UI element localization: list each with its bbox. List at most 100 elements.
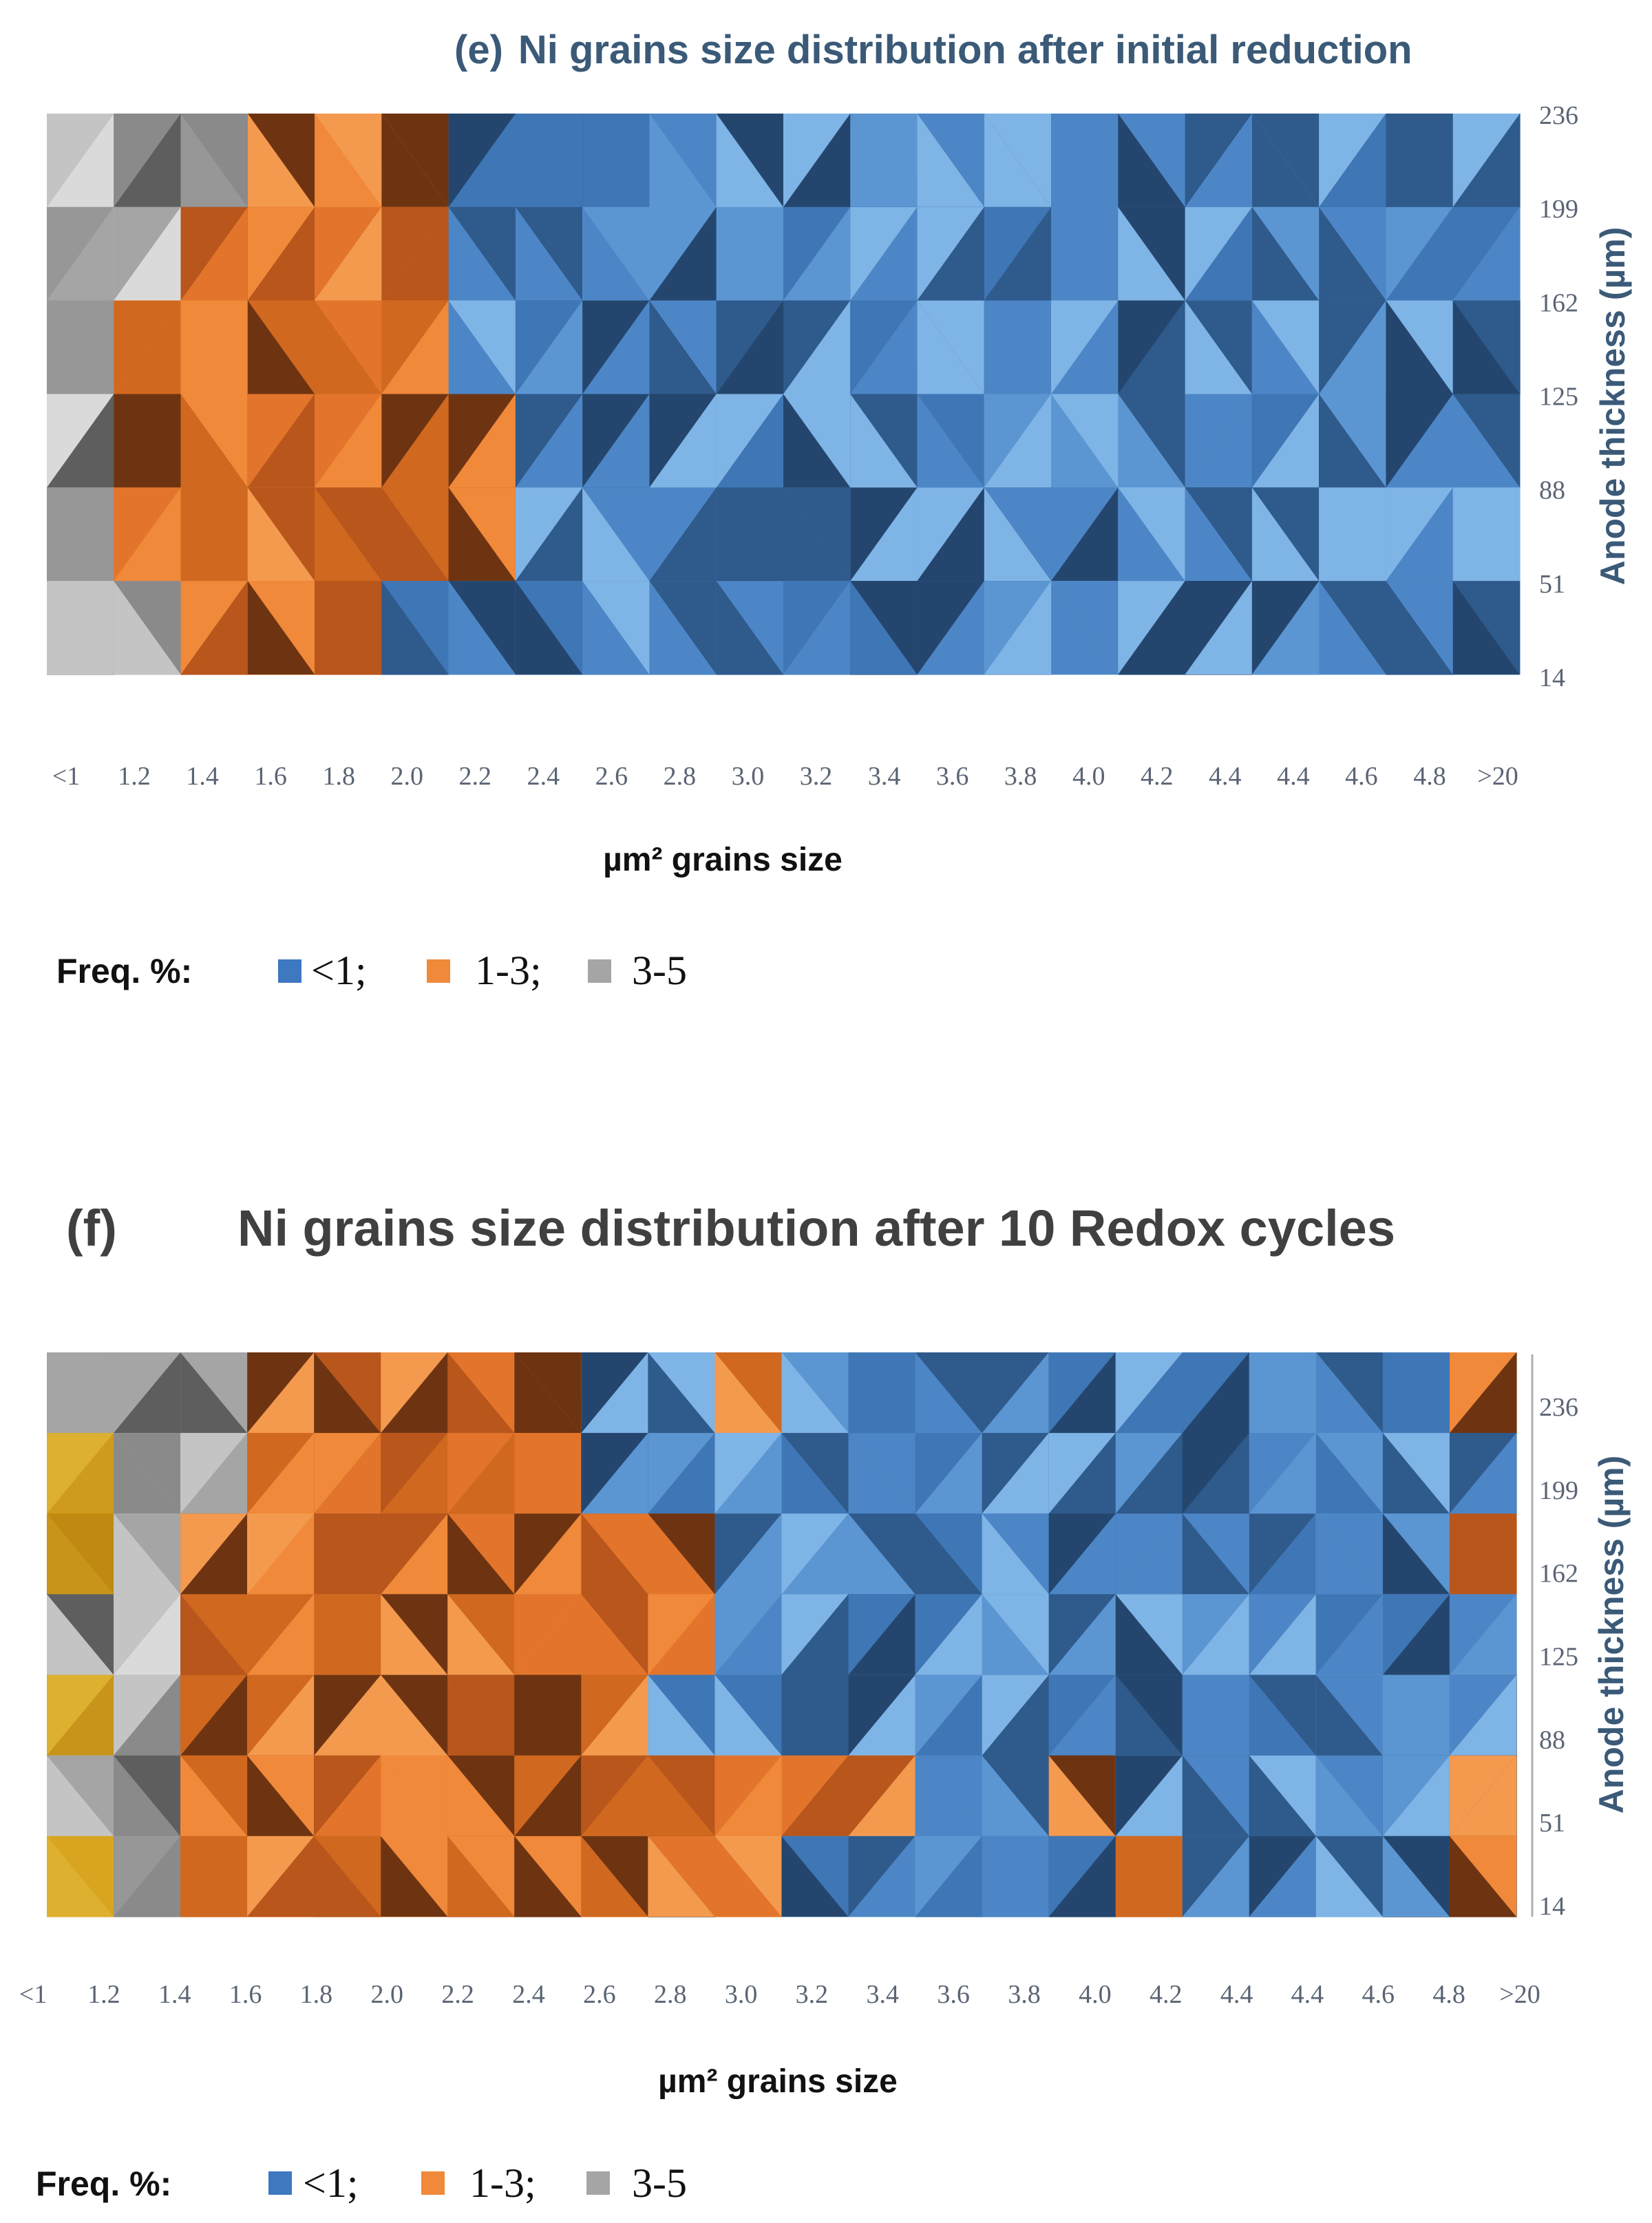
panel-f-cell <box>915 1836 983 1917</box>
panel-e-cell <box>515 300 583 395</box>
panel-f-cell-facet <box>1382 1594 1450 1675</box>
panel-e-cell-facet <box>1185 114 1252 207</box>
panel-f-cell-facet <box>1449 1674 1516 1756</box>
panel-e-cell <box>1319 487 1387 582</box>
panel-f-cell <box>1182 1755 1250 1837</box>
panel-f-cell-facet <box>1382 1594 1450 1675</box>
panel-f-cell <box>1382 1513 1450 1595</box>
panel-e-x-tick: 3.0 <box>732 762 765 791</box>
panel-e-cell-facet <box>716 300 783 394</box>
panel-f-cell-facet <box>1048 1836 1116 1917</box>
panel-e-cell-facet <box>1051 487 1119 582</box>
panel-f-cell <box>648 1513 716 1595</box>
panel-f-cell <box>447 1433 515 1514</box>
panel-f-cell-facet <box>714 1836 782 1917</box>
panel-f-cell <box>47 1352 114 1434</box>
panel-f-cell-facet <box>47 1513 114 1595</box>
panel-f-cell-facet <box>581 1674 648 1756</box>
panel-f-cell-facet <box>848 1352 915 1434</box>
panel-e-cell <box>1185 300 1253 395</box>
panel-f-cell <box>1182 1433 1250 1514</box>
panel-f-cell <box>1315 1352 1384 1434</box>
panel-f-cell <box>1449 1755 1517 1837</box>
panel-f-cell <box>47 1674 114 1756</box>
panel-e-cell-facet <box>315 300 382 394</box>
panel-f-cell-facet <box>247 1836 315 1917</box>
panel-e-cell <box>1319 394 1387 488</box>
panel-f-cell <box>848 1674 916 1756</box>
panel-f-x-tick: 1.2 <box>87 1980 120 2009</box>
panel-e-cell-facet <box>716 487 783 582</box>
panel-e-cell-facet <box>649 300 717 394</box>
panel-f-cell-facet <box>247 1433 315 1514</box>
panel-f-cell-facet <box>1182 1674 1249 1756</box>
panel-e-cell-facet <box>315 487 382 582</box>
panel-f-cell-facet <box>581 1836 648 1917</box>
panel-f-cell-facet <box>1182 1755 1249 1836</box>
panel-f-x-tick: 4.0 <box>1079 1980 1112 2009</box>
panel-e-cell <box>114 114 182 208</box>
panel-f-cell <box>247 1674 315 1756</box>
panel-f-cell-facet <box>1449 1433 1516 1514</box>
panel-f-cell <box>982 1836 1050 1917</box>
panel-f-cell <box>982 1674 1050 1756</box>
panel-e-cell <box>1319 114 1387 208</box>
panel-f-cell <box>1115 1836 1183 1917</box>
panel-f-cell-facet <box>314 1513 381 1595</box>
panel-e-cell <box>247 394 315 488</box>
panel-e-cell-facet <box>315 487 382 582</box>
panel-e-cell-facet <box>1452 581 1520 674</box>
panel-f-cell-facet <box>714 1755 782 1836</box>
panel-e-cell-facet <box>247 581 315 674</box>
panel-f-cell-facet <box>1182 1836 1249 1917</box>
panel-f-cell <box>180 1755 248 1837</box>
panel-e-cell-facet <box>180 487 248 582</box>
panel-f-cell <box>1115 1594 1183 1676</box>
panel-e-cell-facet <box>515 394 583 488</box>
panel-f-cell-facet <box>47 1755 114 1836</box>
panel-e-cell-facet <box>850 581 918 674</box>
panel-e-cell-facet <box>1118 300 1185 394</box>
panel-f-cell-facet <box>1382 1513 1450 1595</box>
panel-e-cell <box>984 300 1052 395</box>
panel-e-cell-facet <box>315 206 382 301</box>
panel-e-cell-facet <box>47 581 114 674</box>
panel-e-cell <box>716 206 784 301</box>
panel-f-x-tick: 4.4 <box>1220 1980 1253 2009</box>
panel-e-cell <box>850 300 918 395</box>
panel-e-cell <box>114 487 182 582</box>
panel-f-cell-facet <box>1249 1836 1316 1917</box>
panel-f-cell-facet <box>1382 1433 1450 1514</box>
panel-f-cell <box>1315 1513 1384 1595</box>
panel-f-cell-facet <box>247 1755 315 1836</box>
panel-f-cell <box>1048 1513 1116 1595</box>
panel-f-cell <box>447 1594 515 1676</box>
panel-e-cell-facet <box>448 487 516 582</box>
panel-f-cell-facet <box>1449 1755 1516 1836</box>
panel-f-cell-facet <box>848 1836 915 1917</box>
panel-f-cell <box>114 1352 181 1434</box>
panel-e-cell <box>582 300 650 395</box>
panel-e-cell <box>381 114 449 208</box>
panel-e-cell-facet <box>1051 394 1119 488</box>
panel-f-cell <box>1115 1352 1183 1434</box>
panel-e-cell <box>1251 487 1320 582</box>
panel-e-cell-facet <box>1251 300 1320 394</box>
panel-f-cell <box>1382 1433 1450 1514</box>
panel-e-cell <box>315 487 382 582</box>
panel-f-cell-facet <box>514 1352 582 1434</box>
panel-e-x-tick: 2.2 <box>459 762 492 791</box>
panel-e-cell-facet <box>1051 581 1119 674</box>
panel-f-cell-facet <box>1182 1352 1249 1434</box>
panel-f-cell <box>915 1674 983 1756</box>
panel-f-cell-facet <box>1249 1594 1316 1675</box>
panel-e-cell <box>515 487 583 582</box>
panel-f-cell-facet <box>648 1755 715 1836</box>
panel-e-cell-facet <box>448 581 516 674</box>
panel-e-cell-facet <box>1386 487 1453 582</box>
panel-e-cell-facet <box>984 300 1052 394</box>
panel-e-cell <box>1185 581 1253 675</box>
panel-e-cell-facet <box>649 394 717 488</box>
panel-f-cell <box>180 1513 248 1595</box>
panel-e-cell-facet <box>381 300 449 394</box>
